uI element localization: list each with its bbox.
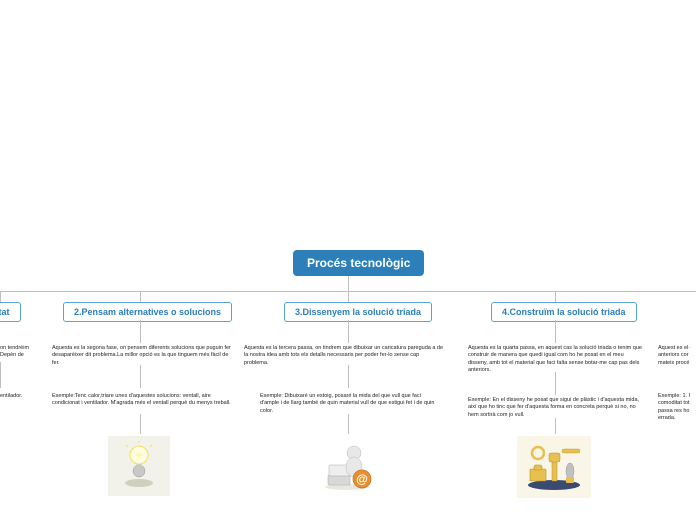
node-2-image — [108, 436, 170, 496]
node-2-description: Aquesta es la segona fase, on pensem dif… — [52, 345, 232, 367]
tools-icon — [522, 441, 586, 493]
connector-n3-down — [348, 291, 349, 302]
connector-n1-down — [0, 291, 1, 302]
root-node[interactable]: Procés tecnològic — [293, 250, 424, 276]
connector-n2-img — [140, 414, 141, 434]
connector-n3-img — [348, 414, 349, 434]
node-2-alternatives[interactable]: 2.Pensam alternatives o solucions — [63, 302, 232, 322]
connector-n3-ex — [348, 365, 349, 388]
connector-n4-ex — [555, 372, 556, 395]
connector-n2-down — [140, 291, 141, 302]
node-4-construim[interactable]: 4.Construïm la solució triada — [491, 302, 637, 322]
node-3-example: Exemple: Dibuixaré un estoig, posaré la … — [260, 393, 440, 415]
node-1-necessitat[interactable]: essitat — [0, 302, 21, 322]
svg-text:@: @ — [356, 472, 368, 486]
node-1-description: on tendréim Depèn de — [0, 345, 32, 360]
node-4-description: Aquesta es la quarta passa, en aquest ca… — [468, 345, 643, 375]
mindmap-canvas: Procés tecnològic essitat on tendréim De… — [0, 0, 696, 520]
node-3-description: Aquesta es la tercera passa, on tindrem … — [244, 345, 444, 367]
lightbulb-icon — [114, 441, 164, 491]
connector-n2-ex — [140, 365, 141, 388]
node-4-example: Exemple: En el disseny he posat que sigu… — [468, 397, 643, 419]
node-2-example: Exemple:Tenc calor,triare unes d'aqueste… — [52, 393, 232, 408]
connector-root-down — [348, 276, 349, 291]
node-5-description: Aquest es el· anteriors cor mateix procé — [658, 345, 696, 367]
person-laptop-icon: @ — [318, 441, 376, 491]
node-4-image — [517, 436, 591, 498]
connector-n4-desc — [555, 320, 556, 343]
connector-n2-desc — [140, 320, 141, 343]
connector-n4-img — [555, 418, 556, 434]
node-3-dissenyem[interactable]: 3.Dissenyem la solució triada — [284, 302, 432, 322]
connector-n3-desc — [348, 320, 349, 343]
node-3-image: @ — [312, 436, 382, 496]
node-1-example: entilador. — [0, 393, 32, 400]
node-5-example: Exemple: 1. I comoditat tot passa res ho… — [658, 393, 696, 423]
connector-n1-ex — [0, 362, 1, 388]
connector-n4-down — [555, 291, 556, 302]
